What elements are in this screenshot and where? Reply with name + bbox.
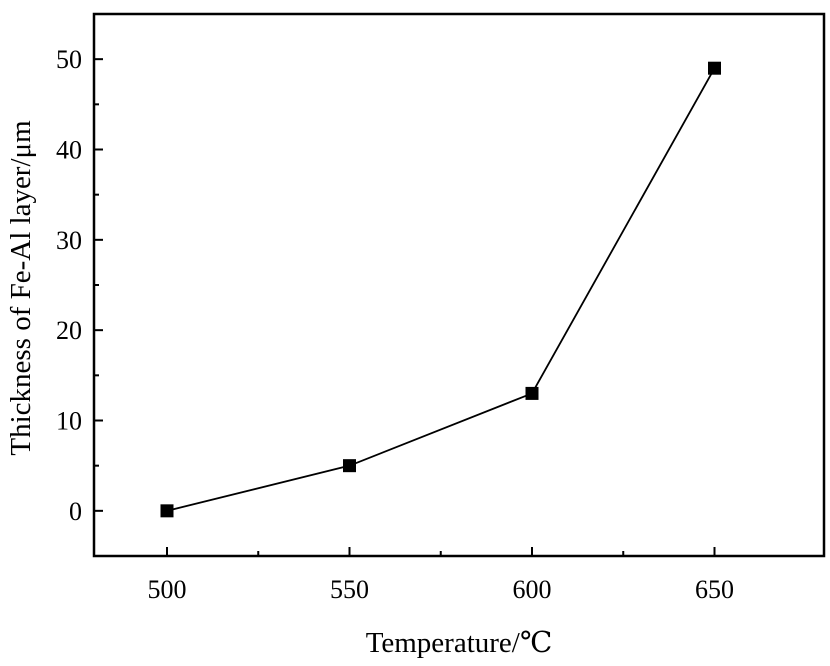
tick-labels: 500 550 600 650 0 10 20 30 40 50 (56, 45, 734, 604)
y-tick-label: 10 (56, 407, 82, 436)
x-axis-label: Temperature/℃ (366, 627, 553, 659)
y-tick-label: 20 (56, 316, 82, 345)
y-tick-label: 40 (56, 136, 82, 165)
data-point-marker (343, 459, 356, 473)
y-tick-label: 30 (56, 226, 82, 255)
x-tick-label: 550 (330, 575, 369, 604)
plot-frame (92, 12, 826, 558)
y-axis-label: Thickness of Fe-Al layer/μm (5, 120, 37, 456)
series-markers (160, 61, 721, 518)
y-tick-label: 50 (56, 45, 82, 74)
x-tick-label: 500 (148, 575, 187, 604)
data-point-marker (708, 61, 721, 75)
axis-ticks (94, 58, 716, 557)
series-line (166, 67, 716, 512)
x-tick-label: 650 (695, 575, 734, 604)
x-tick-label: 600 (513, 575, 552, 604)
data-point-marker (525, 386, 539, 400)
data-point-marker (160, 504, 174, 518)
y-tick-label: 0 (69, 497, 82, 526)
